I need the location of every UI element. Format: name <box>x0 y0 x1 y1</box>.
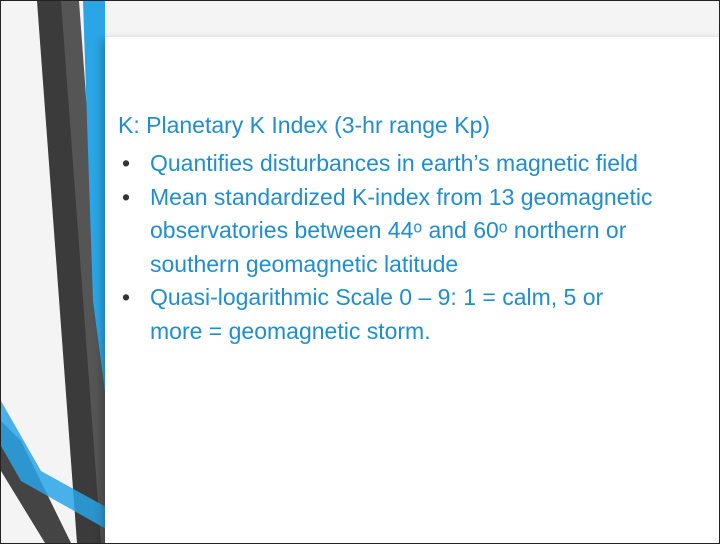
stripe <box>1 401 171 543</box>
stripe <box>37 1 103 543</box>
bullet: Mean standardized K-index from 13 geomag… <box>118 181 660 282</box>
bullet: Quantifies disturbances in earth’s magne… <box>118 147 660 181</box>
bullet-list: Quantifies disturbances in earth’s magne… <box>118 147 678 348</box>
bullet: Quasi-logarithmic Scale 0 – 9: 1 = calm,… <box>118 281 660 348</box>
stripe <box>61 1 119 543</box>
stripe <box>83 1 151 543</box>
heading: K: Planetary K Index (3-hr range Kp) <box>118 112 491 138</box>
decoration <box>1 1 171 543</box>
